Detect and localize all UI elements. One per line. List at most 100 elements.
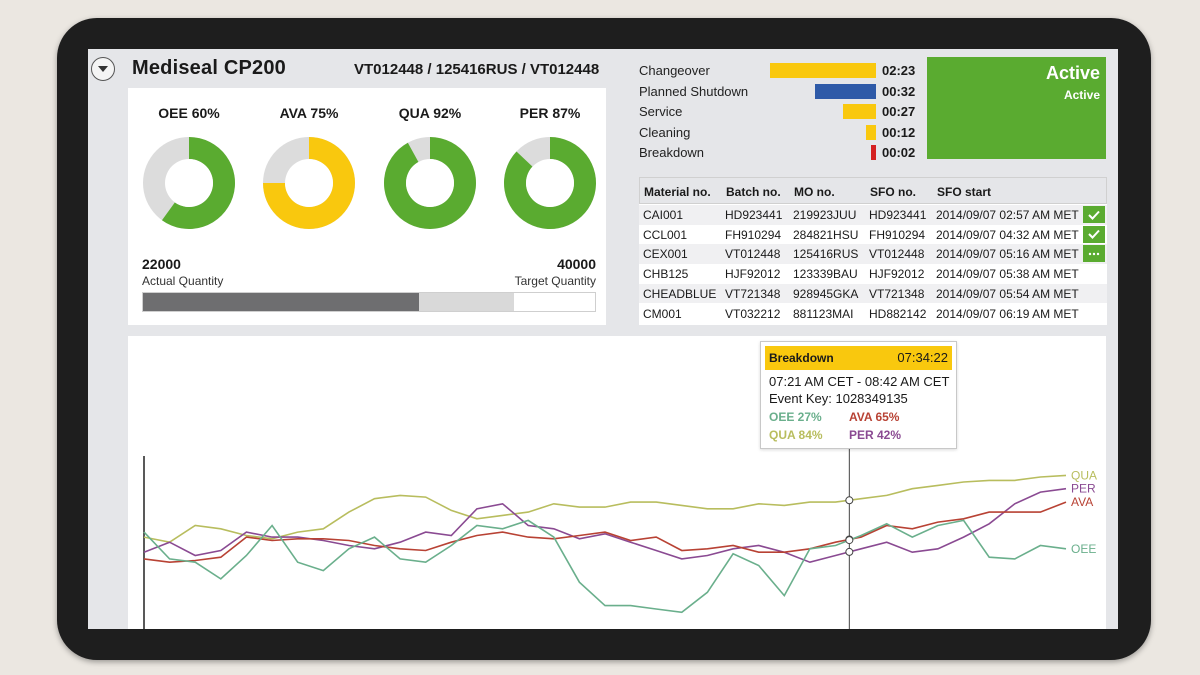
event-label: Cleaning	[639, 124, 691, 140]
cursor-marker-qua	[845, 496, 854, 505]
kpi-donut-hole	[285, 159, 333, 207]
machine-dropdown-button[interactable]	[91, 57, 115, 81]
event-tooltip: Breakdown 07:34:22 07:21 AM CET - 08:42 …	[760, 341, 957, 449]
table-cell: CM001	[643, 306, 682, 321]
series-label-per: PER	[1071, 482, 1096, 496]
table-row[interactable]: CHB125 HJF92012 123339BAU HJF92012 2014/09/0…	[639, 264, 1107, 284]
table-cell: VT721348	[869, 286, 925, 301]
event-label: Changeover	[639, 63, 710, 78]
table-cell: HD923441	[725, 208, 783, 222]
kpi-donut-value-arc	[384, 137, 476, 229]
table-row[interactable]: CHEADBLUE VT721348 928945GKA VT721348 2014/0…	[639, 283, 1107, 304]
machine-title: Mediseal CP200	[132, 57, 286, 79]
orders-table: Material no. Batch no. MO no. SFO no. SF…	[639, 177, 1107, 325]
table-row[interactable]: CCL001 FH910294 284821HSU FH910294 2014/09/0…	[639, 225, 1107, 245]
table-cell: HD923441	[869, 208, 927, 222]
tooltip-ava: AVA 65%	[849, 410, 900, 424]
table-cell: CAI001	[643, 208, 684, 222]
target-quantity-label: Target Quantity	[514, 274, 596, 288]
kpi-donut-hole	[406, 159, 454, 207]
event-time: 00:02	[882, 145, 916, 160]
event-row-cleaning[interactable]: Cleaning 00:12	[639, 123, 929, 143]
check-icon	[1088, 210, 1100, 220]
table-cell: 219923JUU	[793, 208, 857, 222]
event-label: Planned Shutdown	[639, 83, 749, 99]
kpi-panel: OEE 60% AVA 75% QUA 92% PER 87% 22000 Ac…	[128, 88, 606, 325]
table-cell: 2014/09/07 05:38 AM MET	[936, 267, 1079, 282]
orders-table-header: Material no. Batch no. MO no. SFO no. SF…	[639, 177, 1107, 204]
downtime-events: Changeover 02:23 Planned Shutdown 00:32 …	[639, 61, 929, 171]
table-cell: HJF92012	[725, 267, 781, 282]
event-row-changeover[interactable]: Changeover 02:23	[639, 61, 929, 81]
tooltip-title: Breakdown	[769, 351, 834, 365]
kpi-donut-hole	[165, 159, 213, 207]
column-header-material[interactable]: Material no.	[644, 185, 711, 199]
series-line-oee	[143, 519, 1067, 614]
table-row[interactable]: CM001 VT032212 881123MAI HD882142 2014/09/07…	[639, 304, 1107, 324]
kpi-label: OEE 60%	[158, 105, 220, 121]
row-confirm-button[interactable]	[1083, 206, 1105, 223]
kpi-donut	[263, 137, 355, 229]
quantity-actual-fill	[143, 293, 419, 311]
row-more-button[interactable]	[1083, 245, 1105, 263]
table-cell: FH910294	[869, 227, 926, 242]
series-label-qua: QUA	[1071, 468, 1097, 482]
actual-quantity-value: 22000	[142, 256, 181, 272]
kpi-donut-value-arc	[504, 137, 596, 229]
more-icon	[1088, 252, 1100, 256]
event-bar	[814, 83, 876, 99]
kpi-label: AVA 75%	[279, 105, 339, 121]
event-bar	[843, 104, 876, 119]
table-cell: FH910294	[725, 227, 782, 242]
table-cell: 2014/09/07 02:57 AM MET	[936, 208, 1079, 222]
table-row[interactable]: CAI001 HD923441 219923JUU HD923441 2014/09/0…	[639, 205, 1107, 225]
column-header-sfo[interactable]: SFO no.	[870, 185, 916, 199]
kpi-label: PER 87%	[519, 105, 581, 121]
event-time: 00:27	[882, 104, 916, 119]
kpi-donut-hole	[526, 159, 574, 207]
cursor-marker-per	[845, 547, 854, 556]
column-header-sfo-start[interactable]: SFO start	[937, 185, 992, 199]
kpi-donut	[384, 137, 476, 229]
series-line-ava	[143, 501, 1067, 564]
event-label: Service	[639, 104, 683, 119]
table-cell: CCL001	[643, 227, 688, 242]
trend-chart-panel: QUA PER AVA OEE	[128, 336, 1106, 629]
event-label: Breakdown	[639, 145, 705, 160]
table-cell: HJF92012	[869, 267, 925, 282]
table-cell: 2014/09/07 06:19 AM MET	[936, 306, 1079, 321]
column-header-mo[interactable]: MO no.	[794, 185, 835, 199]
event-bar	[770, 63, 876, 78]
table-cell: 2014/09/07 05:54 AM MET	[936, 286, 1079, 301]
kpi-donut-value-arc	[263, 137, 355, 229]
table-row[interactable]: CEX001 VT012448 125416RUS VT012448 2014/09/0…	[639, 244, 1107, 264]
series-label-oee: OEE	[1071, 542, 1096, 556]
tooltip-duration: 07:34:22	[897, 350, 948, 365]
kpi-donut	[143, 137, 235, 229]
batch-ids: VT012448 / 125416RUS / VT012448	[354, 61, 600, 78]
kpi-label: QUA 92%	[398, 105, 462, 121]
machine-status-tile[interactable]: Active Active	[927, 57, 1106, 159]
table-cell: 881123MAI	[793, 306, 854, 321]
event-row-service[interactable]: Service 00:27	[639, 102, 929, 122]
table-cell: VT032212	[725, 306, 781, 321]
table-cell: VT012448	[725, 247, 781, 262]
status-title: Active	[1045, 63, 1100, 83]
event-row-breakdown[interactable]: Breakdown 00:02	[639, 143, 929, 163]
target-quantity-value: 40000	[557, 256, 596, 272]
table-cell: 2014/09/07 05:16 AM MET	[936, 247, 1079, 262]
table-cell: CHEADBLUE	[643, 286, 717, 301]
event-bar	[870, 145, 876, 160]
table-cell: VT721348	[725, 286, 781, 301]
column-header-batch[interactable]: Batch no.	[726, 185, 781, 199]
series-line-per	[143, 487, 1067, 564]
tooltip-qua: QUA 84%	[769, 428, 823, 442]
cursor-marker-oee	[845, 536, 854, 545]
row-confirm-button[interactable]	[1083, 225, 1105, 243]
table-cell: HD882142	[869, 306, 927, 321]
event-time: 00:12	[882, 124, 916, 140]
event-row-planned-shutdown[interactable]: Planned Shutdown 00:32	[639, 82, 929, 102]
tooltip-event-key: Event Key: 1028349135	[769, 391, 908, 406]
kpi-donut	[504, 137, 596, 229]
